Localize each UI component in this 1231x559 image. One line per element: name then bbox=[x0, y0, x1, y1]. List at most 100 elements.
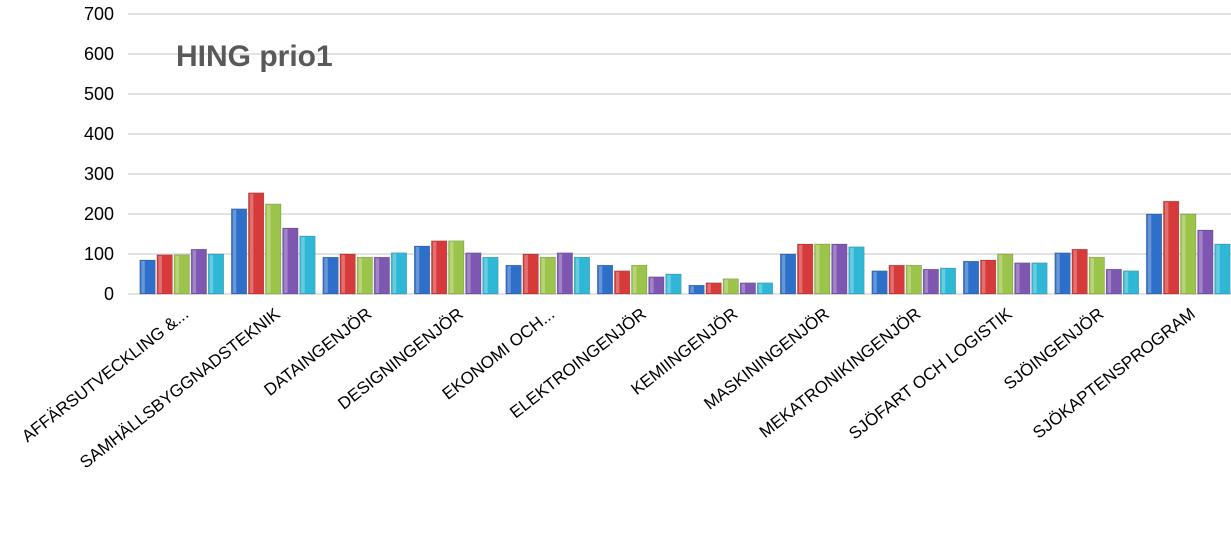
bar-highlight bbox=[324, 258, 328, 293]
bar-highlight bbox=[1073, 250, 1077, 293]
bar bbox=[482, 256, 499, 295]
bar bbox=[556, 252, 573, 295]
bars bbox=[139, 192, 1231, 295]
bar-highlight bbox=[141, 261, 145, 293]
bar-highlight bbox=[507, 266, 511, 293]
bar-highlight bbox=[232, 209, 237, 293]
bar bbox=[448, 240, 465, 295]
bar-highlight bbox=[1147, 215, 1152, 293]
bar bbox=[848, 246, 865, 295]
bar bbox=[156, 254, 173, 295]
y-axis-tick-labels: 0 100 200 300 400 500 600 700 bbox=[84, 4, 114, 304]
bar-highlight bbox=[392, 253, 397, 293]
bar bbox=[373, 256, 390, 295]
bar-highlight bbox=[524, 255, 528, 293]
bar bbox=[1180, 213, 1197, 295]
bar-highlight bbox=[907, 266, 911, 293]
y-tick-label: 300 bbox=[84, 164, 114, 184]
bar bbox=[1122, 270, 1139, 295]
bar-highlight bbox=[833, 245, 837, 293]
bar bbox=[1105, 268, 1122, 295]
bar bbox=[705, 282, 722, 295]
bar-highlight bbox=[816, 245, 820, 293]
bar-highlight bbox=[541, 258, 545, 293]
bar bbox=[431, 240, 448, 295]
bar-highlight bbox=[467, 253, 471, 293]
y-tick-label: 400 bbox=[84, 124, 114, 144]
bar-highlight bbox=[575, 258, 580, 293]
bar-highlight bbox=[690, 286, 694, 293]
bar bbox=[1146, 213, 1163, 295]
bar-highlight bbox=[1033, 263, 1037, 293]
y-tick-label: 600 bbox=[84, 44, 114, 64]
y-tick-label: 700 bbox=[84, 4, 114, 24]
bar bbox=[413, 245, 431, 295]
bar bbox=[797, 243, 814, 295]
bar bbox=[980, 259, 997, 295]
chart-title: HING prio1 bbox=[176, 40, 333, 73]
bar-highlight bbox=[598, 266, 603, 293]
bar bbox=[1163, 200, 1180, 295]
bar-highlight bbox=[432, 241, 437, 293]
bar bbox=[390, 252, 408, 295]
bar bbox=[265, 203, 282, 295]
x-category-label: SAMHÄLLSBYGGNADSTEKNIK bbox=[76, 304, 284, 472]
bar bbox=[831, 243, 848, 295]
bar-highlight bbox=[175, 255, 179, 293]
bar-highlight bbox=[1016, 263, 1020, 293]
bar bbox=[1031, 262, 1048, 295]
bar-highlight bbox=[873, 271, 877, 293]
bar-highlight bbox=[615, 271, 620, 293]
bar bbox=[190, 248, 207, 295]
bar-highlight bbox=[758, 283, 763, 293]
bar bbox=[207, 253, 224, 295]
bar bbox=[1071, 248, 1088, 295]
x-category-label: MEKATRONIKINGENJÖR bbox=[756, 304, 924, 441]
bar-highlight bbox=[633, 266, 637, 293]
bar bbox=[631, 264, 648, 295]
bar-highlight bbox=[341, 255, 345, 293]
bar-highlight bbox=[890, 266, 894, 293]
bar bbox=[739, 282, 756, 295]
bar bbox=[997, 253, 1014, 295]
bar-highlight bbox=[1056, 253, 1060, 293]
bar bbox=[922, 268, 939, 295]
bar-highlight bbox=[450, 241, 454, 293]
bar-highlight bbox=[267, 205, 271, 293]
bar-highlight bbox=[650, 277, 654, 293]
bar bbox=[282, 227, 299, 295]
bar-highlight bbox=[941, 269, 946, 293]
bar bbox=[465, 252, 482, 295]
bar-highlight bbox=[1216, 245, 1220, 293]
bar-highlight bbox=[249, 193, 254, 293]
bar-highlight bbox=[1164, 202, 1169, 293]
bar-highlight bbox=[415, 247, 420, 293]
bar bbox=[688, 284, 705, 295]
bar-highlight bbox=[301, 237, 305, 293]
y-tick-label: 100 bbox=[84, 244, 114, 264]
bar-highlight bbox=[707, 283, 711, 293]
bar bbox=[962, 260, 980, 295]
bar bbox=[665, 273, 682, 295]
bar bbox=[1197, 229, 1214, 295]
bar bbox=[779, 253, 797, 295]
bar-highlight bbox=[284, 229, 288, 293]
bar-highlight bbox=[1199, 231, 1203, 293]
bar bbox=[248, 192, 265, 295]
bar-highlight bbox=[358, 258, 362, 293]
bar bbox=[614, 270, 631, 295]
bar bbox=[648, 276, 665, 295]
bar-highlight bbox=[192, 250, 197, 293]
y-tick-label: 500 bbox=[84, 84, 114, 104]
bar bbox=[522, 253, 539, 295]
bar-highlight bbox=[484, 258, 488, 293]
bar-highlight bbox=[964, 262, 969, 293]
bar-highlight bbox=[999, 255, 1003, 293]
bar bbox=[814, 243, 831, 295]
bar bbox=[888, 264, 905, 295]
bar-highlight bbox=[158, 255, 162, 293]
bar bbox=[139, 259, 156, 295]
bar bbox=[596, 264, 614, 295]
bar-highlight bbox=[209, 255, 214, 293]
bar bbox=[1088, 256, 1105, 295]
